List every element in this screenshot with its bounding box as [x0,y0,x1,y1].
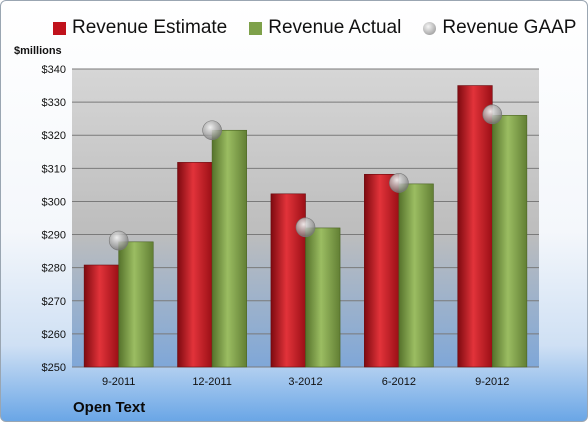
x-tick-label: 6-2012 [382,376,416,388]
y-tick-label: $280 [42,263,66,275]
legend-swatch-estimate [53,21,66,35]
company-name: Open Text [73,399,146,416]
y-tick-label: $300 [42,196,66,208]
x-tick-label: 12-2011 [192,376,232,388]
legend-swatch-actual [249,21,263,35]
legend-item-actual: Revenue Actual [249,17,401,39]
y-tick-label: $340 [42,64,66,76]
chart-legend: Revenue Estimate Revenue Actual Revenue … [53,17,576,39]
y-tick-label: $250 [42,362,66,374]
legend-item-estimate: Revenue Estimate [53,17,227,39]
marker-revenue-gaap [202,120,222,141]
bar-revenue-actual [398,183,434,368]
bar-revenue-actual [305,227,341,368]
y-tick-label: $260 [42,329,66,341]
bar-revenue-actual [118,241,154,368]
x-tick-label: 9-2012 [475,376,509,388]
bar-revenue-estimate [83,264,119,368]
bar-revenue-estimate [457,85,493,368]
marker-revenue-gaap [389,173,409,193]
y-tick-label: $290 [42,230,66,242]
y-tick-label: $330 [42,97,66,109]
y-axis-label: $millions [14,45,62,57]
legend-label-gaap: Revenue GAAP [442,17,577,38]
marker-revenue-gaap [482,104,503,125]
marker-revenue-gaap [295,217,316,238]
bar-revenue-actual [491,115,528,368]
bar-revenue-actual [211,129,247,368]
y-tick-label: $320 [42,130,66,142]
x-tick-label: 3-2012 [288,376,322,388]
x-tick-label: 9-2011 [102,376,135,388]
y-tick-label: $310 [42,163,66,175]
bar-revenue-estimate [364,173,400,368]
bar-revenue-estimate [177,162,213,368]
legend-label-estimate: Revenue Estimate [72,17,228,38]
legend-swatch-gaap [423,21,437,35]
y-tick-label: $270 [42,296,66,308]
legend-item-gaap: Revenue GAAP [423,17,576,39]
legend-label-actual: Revenue Actual [268,17,402,38]
marker-revenue-gaap [108,230,129,251]
